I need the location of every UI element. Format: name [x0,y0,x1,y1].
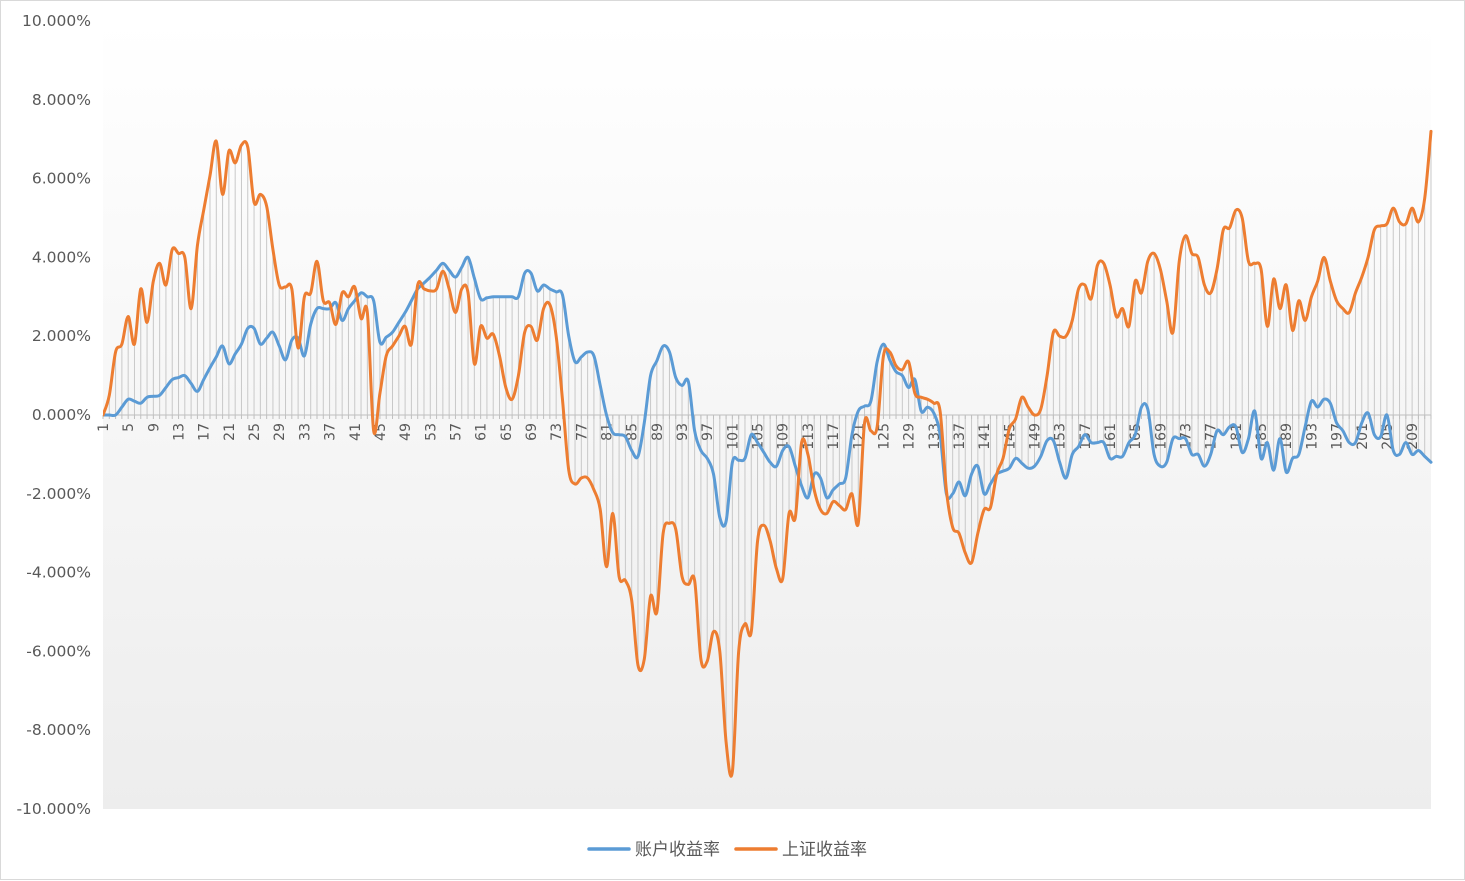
x-tick-label: 29 [272,423,288,441]
y-tick-label: 10.000% [22,12,91,30]
x-tick-label: 161 [1103,423,1119,450]
y-tick-label: -8.000% [26,721,91,739]
y-tick-label: -6.000% [26,642,91,660]
x-tick-label: 149 [1027,423,1043,450]
x-tick-label: 169 [1153,423,1169,450]
series-line-account [103,255,1433,528]
y-tick-label: -10.000% [16,800,91,818]
x-tick-label: 101 [725,423,741,450]
x-tick-label: 141 [977,423,993,450]
x-tick-label: 77 [574,423,590,441]
legend: 账户收益率 上证收益率 [587,840,867,860]
legend-label: 账户收益率 [635,840,720,860]
legend-label: 上证收益率 [782,840,867,860]
y-tick-label: -2.000% [26,485,91,503]
x-axis-tick-marks [102,415,1432,419]
x-tick-label: 137 [952,423,968,450]
x-tick-label: 177 [1204,423,1220,450]
x-tick-label: 73 [549,423,565,441]
y-axis-labels: 10.000% 8.000% 6.000% 4.000% 2.000% 0.000% -2.… [16,12,91,818]
y-tick-label: 2.000% [32,327,91,345]
x-tick-label: 9 [146,423,162,432]
x-tick-label: 5 [121,423,137,432]
y-tick-label: 4.000% [32,248,91,266]
x-tick-label: 89 [650,423,666,441]
x-tick-label: 21 [222,423,238,441]
series-line-shanghai [103,129,1433,778]
x-tick-label: 69 [524,423,540,441]
x-tick-label: 37 [323,423,339,441]
x-tick-label: 61 [474,423,490,441]
x-tick-label: 1 [96,423,112,432]
x-tick-label: 13 [172,423,188,441]
x-tick-label: 153 [1053,423,1069,450]
y-tick-label: 0.000% [32,406,91,424]
x-tick-label: 125 [876,423,892,450]
y-tick-label: 8.000% [32,91,91,109]
x-tick-label: 25 [247,423,263,441]
y-tick-label: 6.000% [32,170,91,188]
x-tick-label: 189 [1279,423,1295,450]
x-tick-label: 65 [499,423,515,441]
drop-lines [108,131,1432,772]
x-tick-label: 113 [801,423,817,450]
x-tick-label: 93 [675,423,691,441]
x-tick-label: 129 [902,423,918,450]
x-tick-label: 97 [700,423,716,441]
x-tick-label: 173 [1179,423,1195,450]
x-tick-label: 33 [297,423,313,441]
series-lines [103,129,1433,778]
x-tick-label: 165 [1128,423,1144,450]
x-tick-label: 41 [348,423,364,441]
y-tick-label: -4.000% [26,564,91,582]
x-tick-label: 209 [1405,423,1421,450]
x-tick-label: 53 [423,423,439,441]
x-tick-label: 105 [751,423,767,450]
x-tick-label: 85 [625,423,641,441]
x-tick-label: 49 [398,423,414,441]
x-tick-label: 109 [776,423,792,450]
x-tick-label: 193 [1304,423,1320,450]
x-tick-label: 17 [197,423,213,441]
x-tick-label: 117 [826,423,842,450]
x-tick-label: 57 [448,423,464,441]
